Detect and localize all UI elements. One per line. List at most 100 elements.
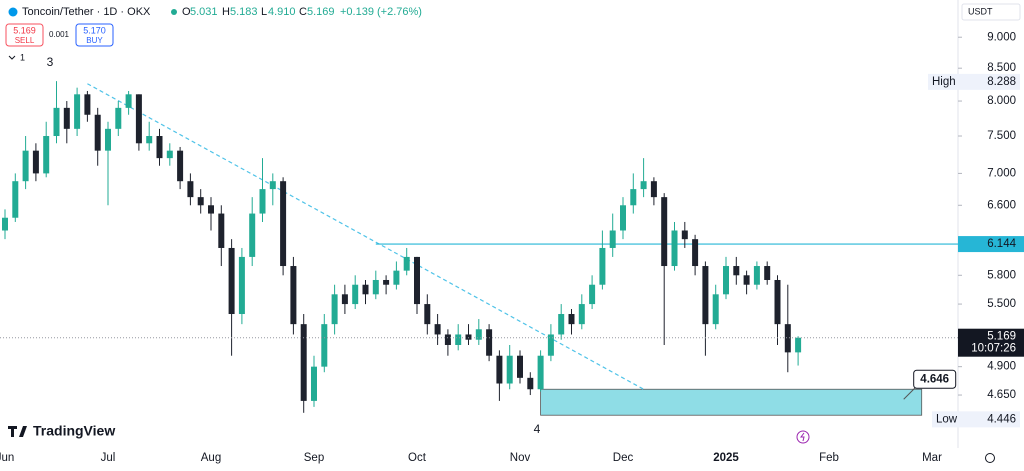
o-label: O bbox=[182, 6, 191, 18]
candle-body bbox=[558, 314, 565, 335]
last-price-label: 5.169 bbox=[987, 331, 1016, 343]
low-box bbox=[932, 411, 1020, 428]
candle-body bbox=[300, 324, 307, 401]
candle-body bbox=[661, 197, 668, 267]
high-box bbox=[928, 73, 1020, 90]
candle-body bbox=[671, 230, 678, 267]
h-value: 5.183 bbox=[230, 6, 258, 18]
candle-body bbox=[434, 324, 441, 335]
candle-body bbox=[620, 205, 626, 231]
candle-body bbox=[774, 279, 781, 325]
h-label: H bbox=[222, 6, 230, 18]
candle-body bbox=[12, 181, 19, 218]
candle-body bbox=[228, 247, 235, 315]
x-tick-label: Oct bbox=[408, 452, 427, 464]
candle-body bbox=[94, 114, 101, 151]
candle-body bbox=[465, 334, 472, 340]
sell-price: 5.169 bbox=[13, 25, 36, 35]
y-tick-label: 7.000 bbox=[987, 167, 1016, 179]
candle-body bbox=[84, 94, 91, 115]
currency-box[interactable] bbox=[961, 3, 1021, 21]
candle-body bbox=[259, 189, 266, 214]
candle-body bbox=[537, 355, 544, 390]
trade-buttons[interactable]: 5.169 SELL 0.001 5.170 BUY 1 bbox=[5, 23, 114, 62]
candle-body bbox=[125, 94, 132, 108]
low-value: 4.446 bbox=[987, 413, 1016, 425]
candle-body bbox=[692, 239, 699, 267]
countdown: 10:07:26 bbox=[971, 343, 1016, 355]
indicators-count[interactable]: 1 bbox=[20, 52, 25, 62]
candle-body bbox=[146, 136, 153, 144]
y-tick-label: 5.800 bbox=[987, 269, 1016, 281]
y-tick-label: 9.000 bbox=[987, 31, 1016, 43]
x-tick-label: Nov bbox=[510, 452, 531, 464]
candle-body bbox=[547, 334, 554, 356]
buy-button[interactable] bbox=[75, 23, 114, 47]
header: Toncoin/Tether · 1D · OKX O 5.031 H 5.18… bbox=[8, 6, 422, 18]
brand-name: TradingView bbox=[33, 423, 115, 439]
zone-label: 4.646 bbox=[920, 373, 949, 385]
sell-button[interactable] bbox=[5, 23, 44, 47]
candle-body bbox=[311, 366, 317, 401]
candle-body bbox=[43, 136, 50, 174]
currency[interactable]: USDT bbox=[968, 6, 993, 16]
buy-label: BUY bbox=[86, 36, 103, 45]
candle-body bbox=[2, 217, 8, 231]
candle-body bbox=[383, 279, 390, 285]
x-tick-label: 2025 bbox=[713, 452, 739, 464]
y-tick-label: 5.500 bbox=[987, 298, 1016, 310]
wave-label: 4 bbox=[534, 422, 541, 436]
brand-logo bbox=[8, 426, 27, 437]
high-label: High bbox=[932, 76, 956, 88]
candle-body bbox=[723, 266, 729, 295]
candle-body bbox=[321, 324, 328, 367]
y-tick-label: 4.900 bbox=[987, 361, 1016, 373]
candle-body bbox=[166, 150, 173, 159]
candle-body bbox=[506, 355, 513, 384]
spread: 0.001 bbox=[49, 30, 70, 39]
candle-body bbox=[218, 213, 225, 248]
candle-body bbox=[362, 284, 369, 295]
change: +0.139 (+2.76%) bbox=[340, 6, 422, 18]
candle-body bbox=[712, 294, 719, 325]
indicators-chevron[interactable] bbox=[8, 55, 16, 60]
o-value: 5.031 bbox=[190, 6, 218, 18]
settings-icon[interactable] bbox=[985, 453, 995, 463]
candle-body bbox=[424, 304, 431, 325]
buy-price: 5.170 bbox=[83, 25, 106, 35]
low-label: Low bbox=[936, 413, 958, 425]
candle-body bbox=[341, 294, 348, 305]
y-tick-label: 8.500 bbox=[987, 62, 1016, 74]
candle-body bbox=[238, 256, 245, 315]
c-label: C bbox=[299, 6, 307, 18]
candle-body bbox=[527, 377, 534, 390]
plot-area bbox=[0, 81, 1024, 416]
candle-body bbox=[630, 189, 637, 206]
x-tick-label: Feb bbox=[819, 452, 839, 464]
candle-body bbox=[784, 324, 791, 353]
x-tick-label: Dec bbox=[613, 452, 634, 464]
status-dot bbox=[171, 9, 177, 15]
event-icon[interactable] bbox=[796, 430, 810, 444]
candle-body bbox=[733, 266, 740, 276]
candle-body bbox=[32, 150, 39, 174]
candle-body bbox=[187, 181, 194, 198]
candle-body bbox=[280, 181, 287, 267]
candle-body bbox=[568, 314, 575, 325]
candle-body bbox=[589, 284, 596, 305]
zone bbox=[540, 388, 923, 416]
l-value: 4.910 bbox=[268, 6, 296, 18]
candle-body bbox=[403, 256, 410, 271]
wave-label: 3 bbox=[47, 55, 54, 69]
c-value: 5.169 bbox=[307, 6, 335, 18]
candle-body bbox=[331, 294, 338, 325]
candle-body bbox=[177, 150, 184, 182]
candle-body bbox=[53, 107, 60, 137]
candle-body bbox=[74, 94, 81, 129]
candle-body bbox=[599, 247, 606, 285]
brand: TradingView bbox=[8, 423, 115, 439]
x-tick-label: Aug bbox=[201, 452, 221, 464]
candle-body bbox=[372, 279, 379, 295]
y-tick-label: 6.600 bbox=[987, 199, 1016, 211]
